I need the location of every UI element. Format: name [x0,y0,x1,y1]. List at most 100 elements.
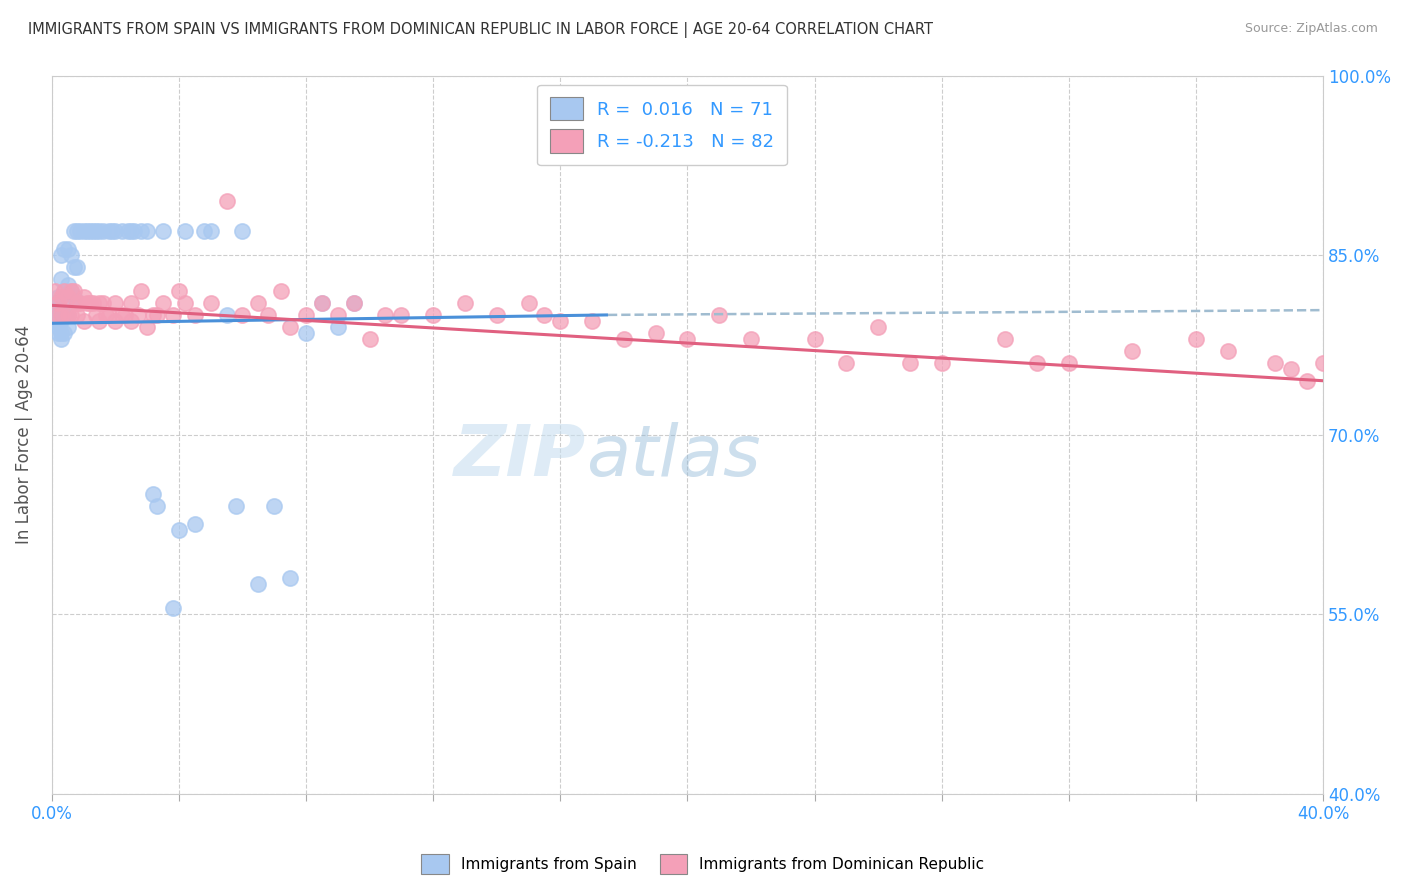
Text: ZIP: ZIP [454,422,586,491]
Point [167,284,190,298]
Point [174,296,197,310]
Point [136,224,159,238]
Point [613,332,636,346]
Point [53,284,76,298]
Point [127,308,149,322]
Point [53,242,76,256]
Point [295,326,318,340]
Point [326,319,349,334]
Point [59,284,82,298]
Point [48,308,70,322]
Point [46,308,69,322]
Point [104,224,127,238]
Point [129,284,152,298]
Point [56,319,79,334]
Point [76,296,98,310]
Point [48,314,70,328]
Point [200,296,222,310]
Point [326,308,349,322]
Point [215,308,238,322]
Point [120,314,142,328]
Point [66,224,89,238]
Point [59,296,82,310]
Point [374,308,396,322]
Point [66,296,89,310]
Point [45,308,67,322]
Point [485,308,508,322]
Point [117,224,139,238]
Point [84,308,107,322]
Point [581,314,603,328]
Point [152,296,174,310]
Point [124,224,146,238]
Point [868,319,890,334]
Point [162,601,184,615]
Point [1121,343,1143,358]
Point [422,308,444,322]
Point [46,290,69,304]
Point [215,194,238,209]
Point [263,500,285,514]
Point [898,356,921,370]
Point [184,308,207,322]
Point [129,224,152,238]
Point [89,296,111,310]
Point [533,308,555,322]
Point [53,308,76,322]
Point [46,308,69,322]
Point [644,326,666,340]
Point [46,319,69,334]
Point [1057,356,1080,370]
Point [1312,356,1334,370]
Point [311,296,333,310]
Point [51,308,73,322]
Point [120,296,142,310]
Point [79,296,101,310]
Point [72,224,94,238]
Point [247,577,270,591]
Point [247,296,270,310]
Point [311,296,333,310]
Point [740,332,762,346]
Point [56,242,79,256]
Point [162,308,184,322]
Point [142,308,165,322]
Point [53,284,76,298]
Point [53,326,76,340]
Point [51,290,73,304]
Point [343,296,366,310]
Point [91,296,114,310]
Point [1026,356,1049,370]
Point [231,308,253,322]
Point [59,248,82,262]
Point [56,308,79,322]
Point [56,308,79,322]
Point [200,224,222,238]
Point [104,296,127,310]
Point [114,308,136,322]
Point [111,308,134,322]
Point [231,224,253,238]
Point [676,332,699,346]
Point [69,224,91,238]
Point [101,224,124,238]
Point [931,356,953,370]
Point [803,332,825,346]
Point [44,314,66,328]
Point [46,314,69,328]
Point [46,296,69,310]
Text: IMMIGRANTS FROM SPAIN VS IMMIGRANTS FROM DOMINICAN REPUBLIC IN LABOR FORCE | AGE: IMMIGRANTS FROM SPAIN VS IMMIGRANTS FROM… [28,22,934,38]
Point [136,319,159,334]
Point [225,500,247,514]
Point [63,290,86,304]
Point [1264,356,1286,370]
Point [44,284,66,298]
Point [72,314,94,328]
Point [59,284,82,298]
Y-axis label: In Labor Force | Age 20-64: In Labor Force | Age 20-64 [15,325,32,544]
Point [91,224,114,238]
Point [517,296,540,310]
Point [89,224,111,238]
Point [174,224,197,238]
Point [111,224,134,238]
